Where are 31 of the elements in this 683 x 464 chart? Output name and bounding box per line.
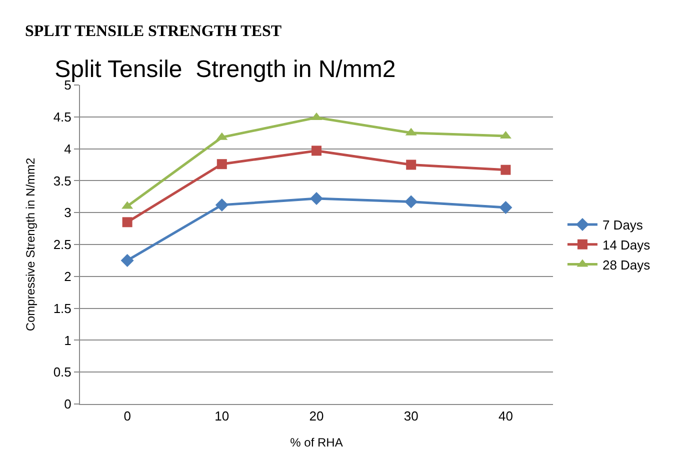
point (312, 146, 322, 156)
x-tick-label: 0 (124, 408, 131, 424)
x-tick-label: 40 (498, 408, 513, 424)
y-tick-label: 0 (64, 396, 72, 412)
x-tick-label: 20 (309, 408, 324, 424)
y-axis-title: Compressive Strength in N/mm2 (24, 157, 38, 332)
point (406, 160, 416, 170)
point (216, 159, 227, 170)
y-tick-label: 4.5 (53, 109, 72, 124)
y-tick-label: 1 (64, 332, 72, 348)
x-axis-title: % of RHA (290, 436, 343, 450)
x-tick-label: 30 (404, 408, 418, 424)
x-tick-label: 10 (214, 408, 230, 424)
y-tick-label: 1.5 (53, 300, 72, 316)
y-tick-label: 3 (64, 205, 72, 220)
y-tick-label: 0.5 (53, 364, 72, 380)
y-tick-label: 2 (64, 268, 72, 284)
point (122, 217, 132, 228)
point (499, 201, 512, 214)
legend-label: 7 Days (602, 218, 644, 233)
point (120, 254, 134, 267)
y-tick-label: 2.5 (53, 237, 72, 252)
legend-label: 28 Days (602, 257, 651, 272)
text: SPLIT TENSILE STRENGTH TEST (25, 23, 282, 40)
point (310, 192, 323, 206)
y-tick-label: 3.5 (53, 173, 72, 188)
point (500, 164, 511, 175)
legend-label: 14 Days (602, 237, 651, 252)
point (404, 195, 418, 208)
y-tick-label: 4 (64, 141, 72, 156)
point (215, 198, 228, 212)
